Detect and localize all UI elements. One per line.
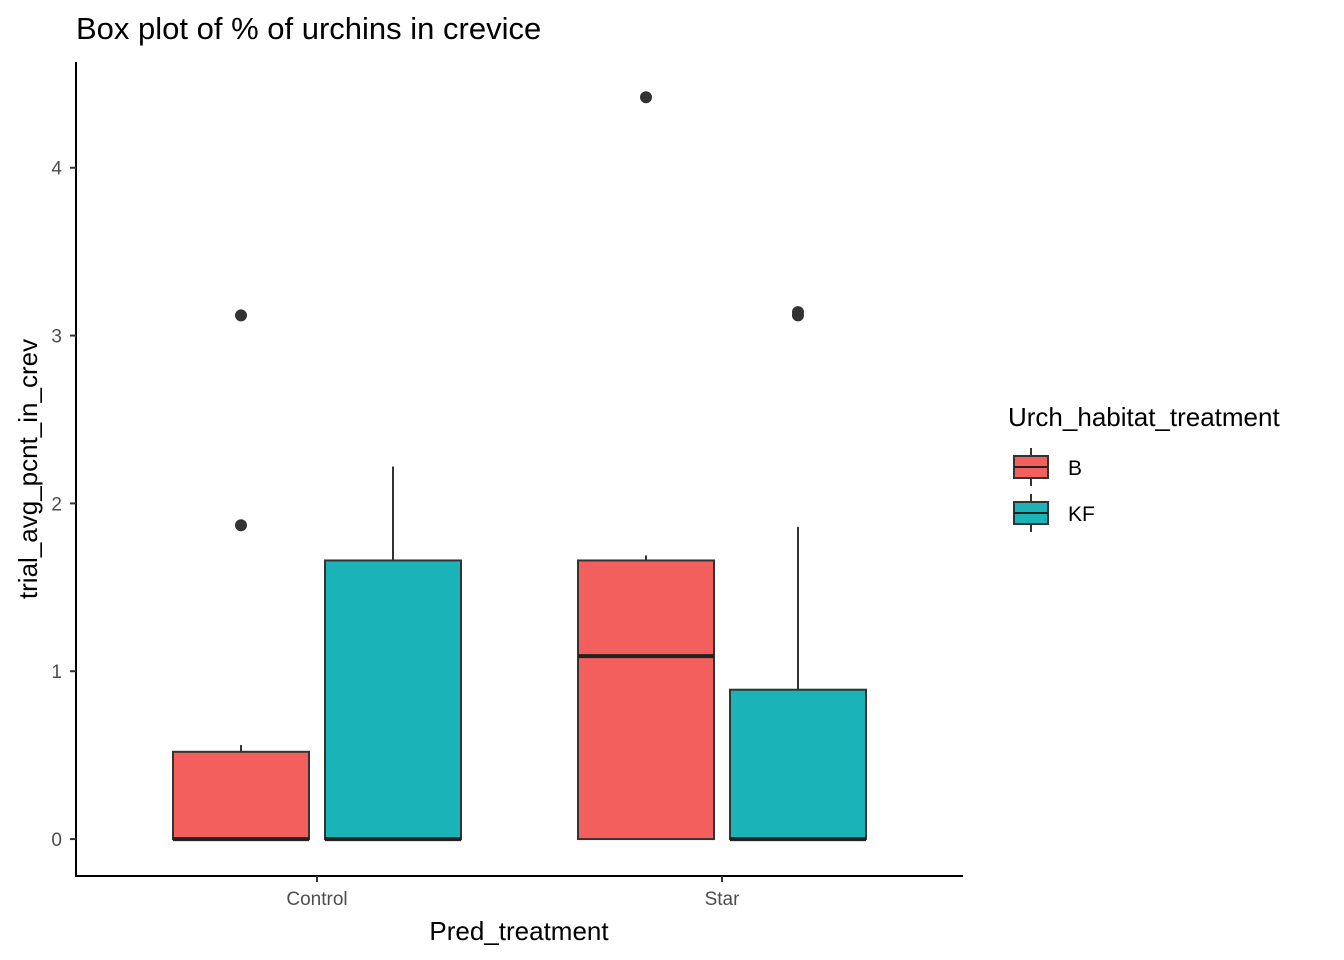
- outlier-point: [640, 91, 652, 104]
- x-tick-label: Control: [286, 889, 347, 910]
- box-rect: [324, 559, 462, 841]
- y-tick-label: 1: [51, 662, 62, 683]
- y-tick-label: 3: [51, 327, 62, 348]
- legend-label: KF: [1068, 503, 1095, 526]
- plot-area: [172, 91, 867, 842]
- chart-title: Box plot of % of urchins in crevice: [76, 11, 541, 46]
- legend-title: Urch_habitat_treatment: [1008, 402, 1280, 432]
- y-tick-label: 0: [51, 830, 62, 851]
- outlier-point: [792, 306, 804, 319]
- legend-item-B: B: [1013, 448, 1082, 486]
- box-KF-Control: [324, 466, 462, 842]
- legend-label: B: [1068, 457, 1082, 480]
- box-rect: [172, 750, 310, 841]
- y-axis-ticks: 0 1 2 3 4: [51, 159, 76, 851]
- legend: Urch_habitat_treatment B KF: [1008, 402, 1280, 532]
- x-axis-title: Pred_treatment: [429, 916, 609, 946]
- x-tick-label: Star: [705, 889, 741, 910]
- box-B-Control: [172, 309, 310, 842]
- box-rect: [729, 688, 867, 841]
- outlier-point: [235, 519, 247, 532]
- x-axis-ticks: Control Star: [286, 876, 740, 910]
- y-axis-title: trial_avg_pcnt_in_crev: [13, 339, 43, 599]
- box-KF-Star: [729, 306, 867, 842]
- y-tick-label: 4: [51, 159, 62, 180]
- legend-item-KF: KF: [1013, 494, 1095, 532]
- y-tick-label: 2: [51, 494, 62, 515]
- box-B-Star: [577, 91, 715, 841]
- box-rect: [577, 559, 715, 841]
- outlier-point: [235, 309, 247, 322]
